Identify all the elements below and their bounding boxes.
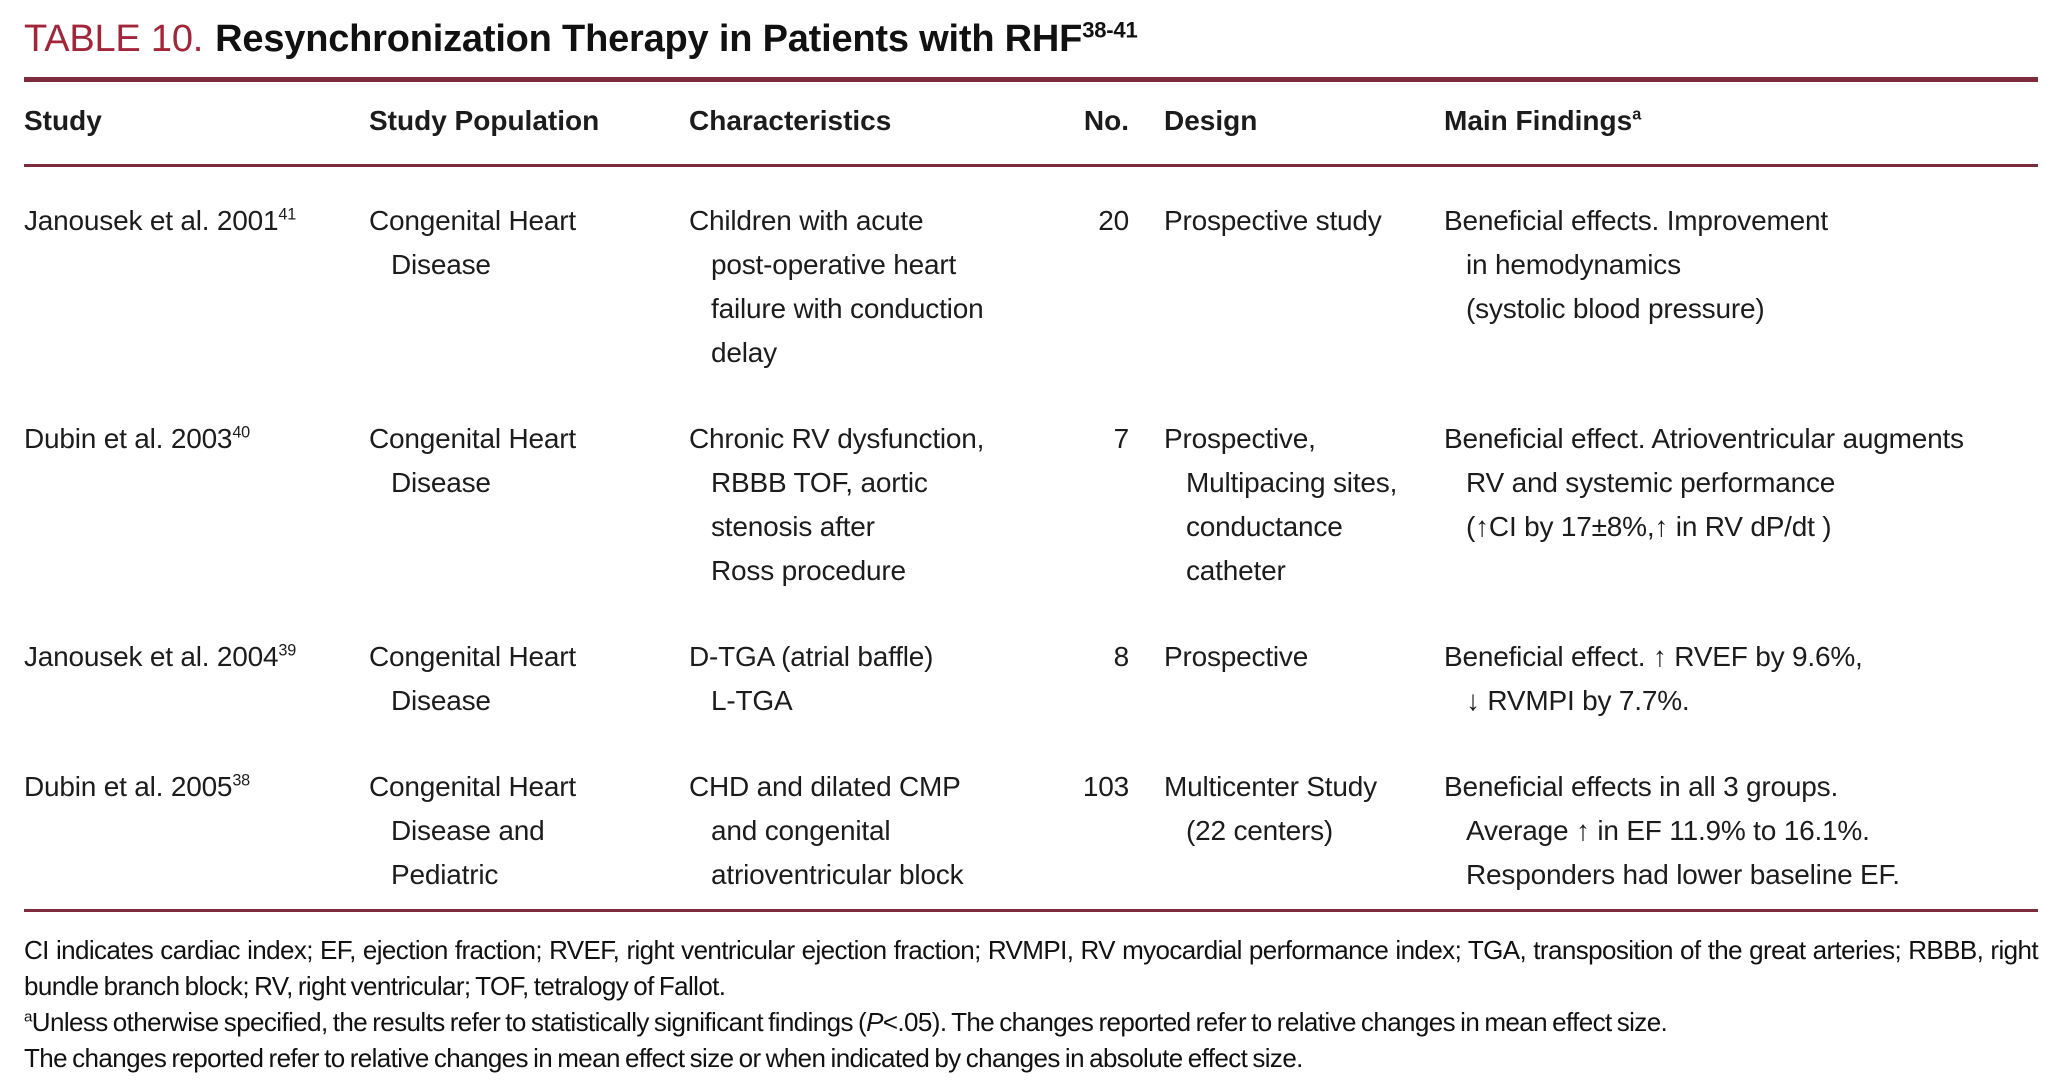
population-cell: Congenital Heart Disease [369, 641, 576, 716]
abbreviations-note: CI indicates cardiac index; EF, ejection… [24, 935, 2039, 1001]
design-cell: Multicenter Study (22 centers) [1129, 765, 1444, 912]
footnote-b: The changes reported refer to relative c… [24, 1043, 1303, 1073]
population-cell: Congenital Heart Disease [369, 205, 576, 280]
characteristics-cell: Children with acute post-operative heart… [689, 205, 984, 368]
no-cell: 8 [1113, 641, 1130, 672]
title-reference-superscript: 38-41 [1082, 17, 1138, 43]
findings-cell: Beneficial effect. ↑ RVEF by 9.6%, ↓ RVM… [1444, 641, 1863, 716]
col-header-study: Study [24, 82, 369, 167]
design-cell: Prospective, Multipacing sites, conducta… [1164, 423, 1398, 586]
study-reference-superscript: 38 [232, 771, 250, 790]
header-row: Study Study Population Characteristics N… [24, 82, 2038, 167]
footnote-a-text-post: <.05). The changes reported refer to rel… [882, 1007, 1668, 1037]
study-reference-superscript: 41 [278, 205, 297, 224]
study-cell: Janousek et al. 200141 [24, 166, 369, 418]
study-name: Dubin et al. 2005 [24, 771, 233, 802]
table-footnotes: CI indicates cardiac index; EF, ejection… [24, 932, 2039, 1076]
study-name: Janousek et al. 2004 [24, 641, 279, 672]
table-title-text: Resynchronization Therapy in Patients wi… [215, 17, 1138, 60]
study-cell: Dubin et al. 200340 [24, 417, 369, 635]
characteristics-cell: Chronic RV dysfunction, RBBB TOF, aortic… [689, 423, 985, 586]
study-cell: Dubin et al. 200538 [24, 765, 369, 912]
findings-cell: Beneficial effect. Atrioventricular augm… [1444, 423, 1964, 542]
main-findings-superscript: a [1632, 105, 1642, 124]
design-cell: Prospective [1164, 641, 1309, 672]
footnote-a-text-pre: Unless otherwise specified, the results … [31, 1007, 867, 1037]
table-row: Janousek et al. 200439 Congenital Heart … [24, 635, 2038, 765]
table-number-label: TABLE 10. [24, 18, 204, 60]
findings-cell: Beneficial effects. Improvement in hemod… [1444, 205, 1828, 324]
col-header-design: Design [1129, 82, 1444, 167]
no-cell: 7 [1113, 423, 1130, 454]
table-title-main: Resynchronization Therapy in Patients wi… [215, 18, 1083, 60]
no-cell: 20 [1098, 205, 1129, 236]
study-table: Study Study Population Characteristics N… [24, 82, 2038, 912]
col-header-population: Study Population [369, 82, 689, 167]
design-cell: Prospective study [1164, 205, 1382, 236]
title-divider-rule [24, 77, 2038, 82]
main-findings-label: Main Findings [1444, 105, 1633, 136]
footnote-a-superscript: a [24, 1008, 32, 1026]
characteristics-cell: CHD and dilated CMP and congenital atrio… [689, 765, 1064, 912]
table-row: Janousek et al. 200141 Congenital Heart … [24, 166, 2038, 418]
study-name: Janousek et al. 2001 [24, 205, 279, 236]
study-cell: Janousek et al. 200439 [24, 635, 369, 765]
no-cell: 103 [1064, 765, 1129, 912]
study-name: Dubin et al. 2003 [24, 423, 233, 454]
population-cell: Congenital Heart Disease and Pediatric [369, 765, 689, 912]
col-header-no: No. [1064, 82, 1129, 167]
study-reference-superscript: 40 [232, 423, 250, 442]
col-header-characteristics: Characteristics [689, 82, 1064, 167]
table-row: Dubin et al. 200538 Congenital Heart Dis… [24, 765, 2038, 912]
col-header-main-findings: Main Findingsa [1444, 82, 2038, 167]
population-cell: Congenital Heart Disease [369, 423, 576, 498]
characteristics-cell: D-TGA (atrial baffle) L-TGA [689, 641, 934, 716]
footnote-a: aUnless otherwise specified, the results… [24, 1004, 2038, 1040]
table-row: Dubin et al. 200340 Congenital Heart Dis… [24, 417, 2038, 635]
findings-cell: Beneficial effects in all 3 groups. Aver… [1444, 765, 2038, 912]
study-reference-superscript: 39 [278, 641, 297, 660]
footnote-a-p-italic: P [866, 1007, 883, 1037]
table-title: TABLE 10. Resynchronization Therapy in Pa… [24, 16, 2038, 62]
